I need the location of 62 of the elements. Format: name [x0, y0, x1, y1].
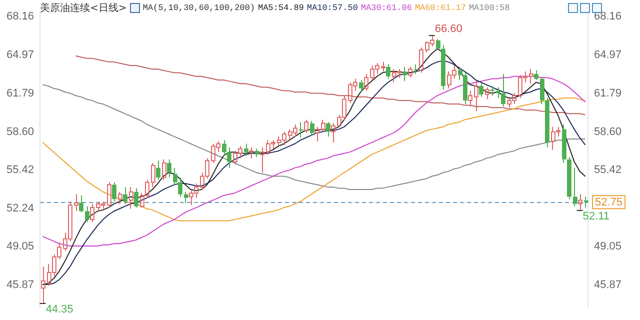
- candlestick: [578, 194, 582, 210]
- candlestick: [310, 120, 314, 136]
- candlestick: [255, 148, 260, 158]
- annotation: 52.11: [582, 210, 610, 222]
- candlestick: [227, 146, 232, 168]
- candlestick: [222, 140, 226, 156]
- candlestick: [173, 167, 178, 186]
- candlestick: [545, 98, 550, 148]
- candlestick: [436, 38, 440, 50]
- y2-tick-label: 49.05: [594, 240, 622, 253]
- candlestick: [134, 188, 138, 208]
- y-tick-label: 68.16: [6, 10, 34, 23]
- candlestick: [249, 146, 254, 159]
- candlestick: [326, 122, 330, 138]
- y-tick-label: 45.87: [6, 278, 34, 291]
- candlestick: [129, 186, 134, 210]
- annotation: 66.60: [434, 22, 462, 35]
- candlestick: [567, 156, 572, 200]
- candlestick: [403, 66, 408, 82]
- candlestick: [490, 86, 494, 96]
- text: MA10:57.50: [306, 3, 358, 13]
- annotation: 44.35: [46, 304, 74, 316]
- candlestick: [79, 194, 84, 213]
- y-tick-label: 49.05: [6, 240, 34, 253]
- y2-tick-label: 64.97: [594, 49, 622, 62]
- candlestick: [463, 72, 468, 105]
- legend-title: MA(5,10,30,60,100,200): [142, 3, 255, 13]
- candlestick: [414, 64, 418, 74]
- candlestick: [118, 191, 122, 204]
- y-tick-label: 64.97: [6, 49, 34, 62]
- candlestick: [167, 158, 172, 178]
- candlestick: [573, 167, 578, 207]
- candlestick: [178, 176, 182, 198]
- candlestick: [479, 83, 484, 98]
- y2-tick-label: 45.87: [594, 278, 622, 291]
- y-tick-label: 52.24: [6, 202, 34, 214]
- candlestick: [441, 44, 446, 90]
- candlestick: [244, 143, 248, 156]
- y2-tick-label: 58.60: [594, 126, 622, 138]
- chart-title: 美原油连续<日线>: [40, 2, 127, 15]
- candlestick: [501, 73, 506, 107]
- candlestick: [562, 124, 566, 164]
- y-tick-label: 61.79: [6, 87, 34, 100]
- candlestick: [386, 64, 390, 80]
- candlestick: [534, 70, 538, 80]
- candlestick: [156, 160, 160, 180]
- text: MA30:61.06: [360, 3, 412, 13]
- ref-line-label: 52.75: [595, 196, 623, 209]
- text: MA60:61.17: [414, 3, 466, 13]
- text: MA100:58: [468, 3, 510, 13]
- text: MA5:54.89: [258, 3, 304, 13]
- y-tick-label: 55.42: [6, 164, 34, 176]
- candlestick: [184, 191, 188, 204]
- y-tick-label: 58.60: [6, 126, 34, 138]
- y2-tick-label: 61.79: [594, 87, 622, 100]
- candlestick: [540, 77, 544, 105]
- y2-tick-label: 55.42: [594, 164, 622, 176]
- candlestick: [85, 206, 90, 222]
- candlestick: [123, 186, 128, 204]
- candlestick: [112, 182, 116, 202]
- candlestick: [458, 66, 462, 80]
- candlestick: [359, 79, 364, 93]
